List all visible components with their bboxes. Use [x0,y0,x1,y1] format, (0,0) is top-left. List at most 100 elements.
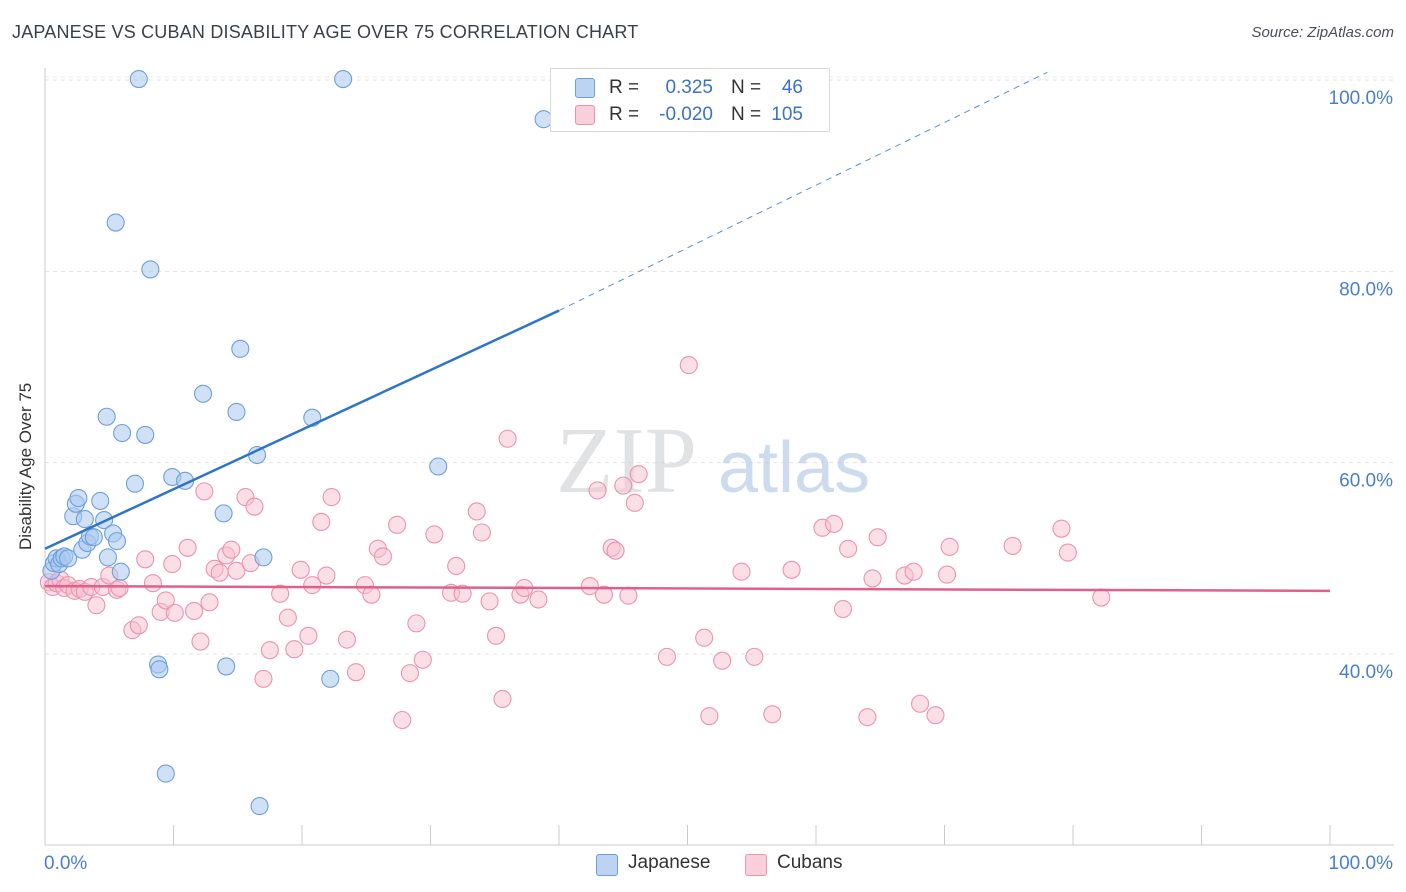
japanese-point [98,548,118,567]
cubans-point [285,640,304,659]
cubans-point [245,497,264,516]
cubans-point [388,515,407,534]
legend-n-label: N = [731,77,762,98]
cubans-point [393,710,412,730]
japanese-point [84,528,103,547]
japanese-point [156,764,175,783]
japanese-point [150,660,169,679]
cubans-point [312,512,331,532]
cubans-point [679,356,698,375]
legend-row-cubans: R = -0.020 N = 105 [551,102,829,128]
cubans-point [413,650,432,669]
japanese-point [321,669,340,688]
y-tick-label: 60.0% [1339,471,1393,492]
trend-lines [44,71,1331,593]
cubans-trend-line [44,584,1331,593]
cubans-point [191,632,210,651]
y-tick-label: 80.0% [1339,279,1393,300]
cubans-point [291,560,310,579]
legend-n-value: 46 [781,77,803,98]
cubans-point [303,576,322,595]
cubans-point [254,669,273,688]
cubans-point [227,561,246,580]
japanese-point [91,491,110,510]
cubans-point [362,585,381,604]
cubans-point [110,578,129,598]
cubans-point [425,525,444,544]
japanese-point [111,562,130,581]
cubans-point [337,630,357,649]
cubans-point [467,502,486,521]
cubans-points [39,356,1111,730]
japanese-point [231,339,250,358]
chart-title: JAPANESE VS CUBAN DISABILITY AGE OVER 75… [12,22,639,42]
cubans-point [1058,543,1077,562]
legend-r-value: -0.020 [659,104,713,125]
cubans-point [614,476,633,495]
japanese-point [129,69,148,89]
y-tick-label: 100.0% [1329,88,1394,109]
cubans-point [165,603,184,622]
cubans-point [619,586,638,605]
japanese-point [106,213,125,232]
series-legend: Japanese Cubans [0,852,1406,880]
cubans-point [1092,588,1111,607]
cubans-point [863,569,882,588]
series-swatch-japanese [596,854,618,876]
cubans-point [782,560,801,579]
cubans-point [222,540,241,559]
cubans-point [143,574,162,593]
cubans-point [904,562,923,581]
cubans-point [407,614,426,633]
legend-r-label: R = [609,77,640,98]
japanese-point [113,423,132,443]
cubans-point [493,689,512,709]
cubans-point [271,584,290,603]
cubans-point [580,577,599,596]
cubans-point [447,556,466,576]
cubans-point [926,706,945,725]
cubans-point [529,590,548,609]
source-label: Source: ZipAtlas.com [1251,24,1394,41]
japanese-point [250,797,269,816]
cubans-point [163,555,182,574]
x-tick-label: 100.0% [1329,853,1394,874]
cubans-point [200,593,219,612]
japanese-trend-line [44,309,560,550]
japanese-point [429,457,448,476]
y-tick-label: 40.0% [1339,662,1393,683]
cubans-point [472,523,491,542]
legend-r-value: 0.325 [665,77,713,98]
cubans-point [713,651,732,670]
cubans-point [858,708,877,727]
cubans-point [346,663,366,682]
japanese-point [69,489,88,508]
japanese-point [194,384,213,403]
legend-swatch-japanese [575,78,595,98]
cubans-point [87,596,106,615]
cubans-point [732,562,751,581]
cubans-point [299,626,318,645]
cubans-point [129,616,148,635]
cubans-point [695,628,714,647]
cubans-point [278,608,297,627]
cubans-point [625,493,644,512]
japanese-point [125,474,144,493]
x-tick-label: 0.0% [44,853,87,874]
cubans-point [400,664,419,683]
cubans-point [824,514,844,533]
cubans-point [940,537,959,556]
series-label-cubans: Cubans [777,852,843,873]
cubans-point [185,601,204,621]
cubans-point [700,707,719,726]
watermark-atlas: atlas [718,428,870,508]
cubans-point [657,647,676,666]
axes [44,68,1394,846]
cubans-point [833,599,853,619]
legend-n-label: N = [731,104,762,125]
cubans-point [763,705,782,724]
japanese-trend-extension [558,71,1048,312]
series-label-japanese: Japanese [628,852,711,873]
japanese-point [334,69,353,89]
